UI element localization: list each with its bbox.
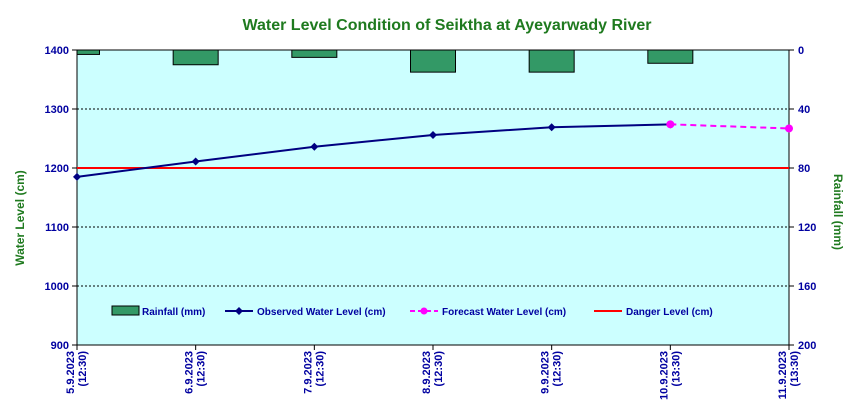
observed-water-level-line — [76, 123, 671, 178]
x-tick-date: 11.9.2023 — [777, 351, 789, 399]
y2-tick-label: 160 — [798, 281, 816, 293]
observed-point — [73, 172, 81, 181]
legend-observed-marker — [235, 307, 243, 315]
observed-point — [547, 123, 556, 132]
x-tick-time: (12:30) — [552, 351, 564, 387]
rainfall-bar — [76, 49, 100, 55]
x-tick-time: (12:30) — [433, 351, 445, 387]
x-tick-date: 9.9.2023 — [540, 351, 552, 394]
x-tick-time: (12:30) — [196, 351, 208, 387]
x-tick-date: 7.9.2023 — [302, 351, 314, 394]
legend-danger-label: Danger Level (cm) — [626, 307, 713, 318]
y-tick-label: 1200 — [45, 163, 69, 175]
forecast-point — [785, 124, 793, 133]
legend: Rainfall (mm) Observed Water Level (cm) Fo… — [111, 305, 713, 318]
y2-tick-label: 40 — [798, 104, 810, 116]
observed-point — [310, 142, 319, 151]
x-tick-label: 7.9.2023 (12:30) — [302, 351, 326, 394]
legend-rainfall-swatch — [111, 305, 140, 316]
rainfall-bar — [291, 49, 338, 58]
x-tick-label: 9.9.2023 (12:30) — [540, 351, 564, 394]
x-tick-label: 8.9.2023 (12:30) — [421, 351, 445, 394]
x-tick-time: (13:30) — [670, 351, 682, 387]
x-tick-time: (12:30) — [77, 351, 89, 387]
x-tick-date: 10.9.2023 — [658, 351, 670, 400]
rainfall-bar — [172, 49, 219, 66]
rainfall-bar — [647, 49, 694, 64]
y-tick-label: 1300 — [45, 104, 69, 116]
y-tick-label: 1000 — [45, 281, 69, 293]
y2-axis-title: Rainfall (mm) — [831, 174, 845, 250]
y-axis-title: Water Level (cm) — [13, 170, 27, 266]
legend-forecast-marker — [420, 307, 428, 315]
y2-tick-label: 120 — [798, 222, 816, 234]
chart-title: Water Level Condition of Seiktha at Ayey… — [243, 17, 652, 34]
legend-forecast-label: Forecast Water Level (cm) — [442, 307, 566, 318]
y-tick-label: 1100 — [45, 222, 69, 234]
y2-tick-label: 200 — [798, 340, 816, 352]
x-tick-label: 6.9.2023 (12:30) — [184, 351, 208, 394]
x-tick-date: 5.9.2023 — [65, 351, 77, 394]
x-tick-date: 8.9.2023 — [421, 351, 433, 394]
x-tick-time: (12:30) — [314, 351, 326, 387]
y2-tick-label: 80 — [798, 163, 810, 175]
plot-background — [76, 49, 790, 346]
y-tick-label: 900 — [51, 340, 69, 352]
rainfall-bar — [528, 49, 575, 73]
plot-area: 900 1000 1100 1200 1300 1400 0 40 80 120 160 200 5.9… — [45, 45, 817, 400]
x-tick-label: 10.9.2023 (13:30) — [658, 351, 682, 400]
x-tick-date: 6.9.2023 — [184, 351, 196, 394]
observed-point — [191, 157, 200, 166]
x-tick-label: 11.9.2023 (13:30) — [777, 351, 801, 400]
legend-rainfall-label: Rainfall (mm) — [142, 307, 205, 318]
x-tick-label: 5.9.2023 (12:30) — [65, 351, 89, 394]
forecast-point — [666, 120, 675, 129]
y-tick-label: 1400 — [45, 45, 69, 57]
legend-observed-label: Observed Water Level (cm) — [257, 307, 386, 318]
rainfall-bar — [410, 49, 456, 73]
observed-point — [429, 130, 437, 139]
y2-tick-label: 0 — [798, 45, 804, 57]
x-tick-time: (13:30) — [789, 351, 801, 387]
